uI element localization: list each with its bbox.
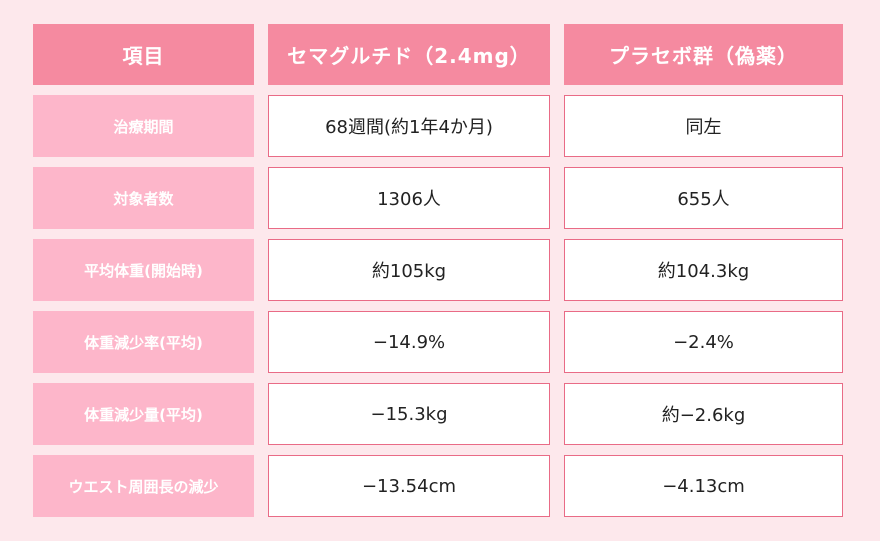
cell-semaglutide-weight-loss-amount: −15.3kg	[268, 383, 550, 445]
row-label-subjects: 対象者数	[33, 167, 254, 229]
header-semaglutide: セマグルチド（2.4mg）	[268, 24, 550, 85]
header-item: 項目	[33, 24, 254, 85]
cell-semaglutide-treatment-period: 68週間(約1年4か月)	[268, 95, 550, 157]
cell-placebo-weight-loss-amount: 約−2.6kg	[564, 383, 843, 445]
cell-placebo-subjects: 655人	[564, 167, 843, 229]
cell-placebo-weight-loss-rate: −2.4%	[564, 311, 843, 373]
row-label-baseline-weight: 平均体重(開始時)	[33, 239, 254, 301]
cell-semaglutide-waist-reduction: −13.54cm	[268, 455, 550, 517]
row-label-weight-loss-amount: 体重減少量(平均)	[33, 383, 254, 445]
cell-semaglutide-weight-loss-rate: −14.9%	[268, 311, 550, 373]
cell-semaglutide-baseline-weight: 約105kg	[268, 239, 550, 301]
row-label-treatment-period: 治療期間	[33, 95, 254, 157]
header-placebo: プラセボ群（偽薬）	[564, 24, 843, 85]
cell-semaglutide-subjects: 1306人	[268, 167, 550, 229]
cell-placebo-baseline-weight: 約104.3kg	[564, 239, 843, 301]
cell-placebo-waist-reduction: −4.13cm	[564, 455, 843, 517]
comparison-table: 項目 セマグルチド（2.4mg） プラセボ群（偽薬） 治療期間 68週間(約1年…	[33, 24, 843, 517]
cell-placebo-treatment-period: 同左	[564, 95, 843, 157]
row-label-waist-reduction: ウエスト周囲長の減少	[33, 455, 254, 517]
row-label-weight-loss-rate: 体重減少率(平均)	[33, 311, 254, 373]
